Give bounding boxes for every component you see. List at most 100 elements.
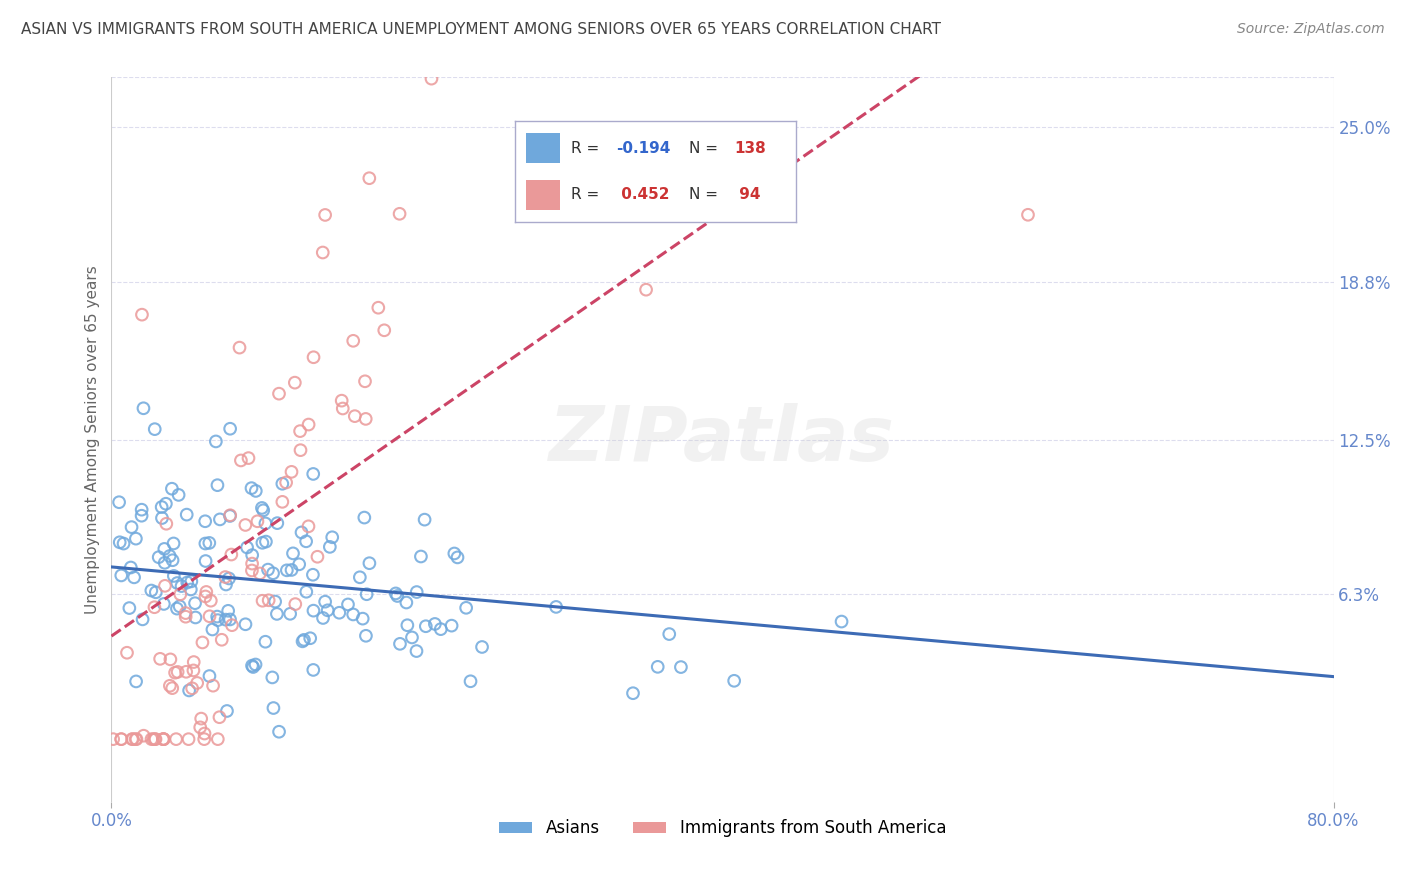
Point: [211, 632, 233, 647]
Point: [276, 563, 298, 577]
Point: [165, 732, 187, 747]
Point: [429, 622, 451, 636]
Point: [297, 519, 319, 533]
Point: [271, 495, 294, 509]
Point: [245, 483, 267, 498]
Point: [184, 610, 207, 624]
Point: [169, 599, 191, 614]
Point: [205, 434, 228, 449]
Point: [647, 660, 669, 674]
Point: [354, 374, 377, 388]
Point: [284, 597, 307, 611]
Text: Source: ZipAtlas.com: Source: ZipAtlas.com: [1237, 22, 1385, 37]
Point: [546, 599, 568, 614]
Point: [131, 502, 153, 516]
Point: [162, 536, 184, 550]
Point: [240, 658, 263, 673]
Point: [214, 570, 236, 584]
Point: [208, 710, 231, 724]
Point: [291, 634, 314, 648]
Point: [280, 465, 302, 479]
Point: [122, 570, 145, 584]
Point: [195, 585, 218, 599]
Point: [353, 510, 375, 524]
Point: [155, 497, 177, 511]
Point: [124, 732, 146, 747]
Point: [221, 618, 243, 632]
Point: [160, 482, 183, 496]
Point: [297, 417, 319, 432]
Point: [252, 536, 274, 550]
Point: [250, 500, 273, 515]
Point: [299, 632, 322, 646]
Point: [295, 534, 318, 549]
Point: [159, 549, 181, 563]
Point: [170, 579, 193, 593]
Point: [388, 637, 411, 651]
Point: [149, 652, 172, 666]
Point: [205, 609, 228, 624]
Point: [198, 669, 221, 683]
Point: [288, 424, 311, 438]
Point: [316, 603, 339, 617]
Point: [207, 732, 229, 747]
Point: [395, 595, 418, 609]
Point: [132, 729, 155, 743]
Point: [332, 401, 354, 416]
Point: [145, 585, 167, 599]
Point: [471, 640, 494, 654]
Point: [280, 563, 302, 577]
Point: [163, 569, 186, 583]
Point: [174, 606, 197, 620]
Point: [307, 549, 329, 564]
Point: [288, 558, 311, 572]
Point: [401, 631, 423, 645]
Point: [367, 301, 389, 315]
Point: [266, 516, 288, 530]
Point: [166, 576, 188, 591]
Point: [145, 732, 167, 747]
Point: [252, 503, 274, 517]
Point: [159, 679, 181, 693]
Point: [215, 577, 238, 591]
Point: [194, 590, 217, 604]
Point: [284, 376, 307, 390]
Point: [167, 488, 190, 502]
Point: [121, 520, 143, 534]
Point: [125, 674, 148, 689]
Point: [165, 665, 187, 680]
Point: [254, 634, 277, 648]
Point: [831, 615, 853, 629]
Point: [155, 516, 177, 531]
Point: [343, 409, 366, 424]
Point: [240, 481, 263, 495]
Point: [281, 546, 304, 560]
Point: [240, 557, 263, 571]
Point: [229, 453, 252, 467]
Point: [112, 536, 135, 550]
Point: [302, 467, 325, 481]
Point: [394, 45, 416, 60]
Point: [267, 386, 290, 401]
Point: [342, 334, 364, 348]
Point: [290, 525, 312, 540]
Point: [194, 514, 217, 528]
Point: [354, 412, 377, 426]
Point: [271, 476, 294, 491]
Text: ZIPatlas: ZIPatlas: [550, 402, 896, 476]
Point: [108, 535, 131, 549]
Point: [276, 475, 298, 490]
Point: [262, 566, 284, 581]
Point: [150, 511, 173, 525]
Point: [405, 585, 427, 599]
Point: [150, 500, 173, 514]
Point: [152, 732, 174, 747]
Point: [143, 422, 166, 436]
Point: [166, 601, 188, 615]
Point: [252, 593, 274, 607]
Point: [235, 617, 257, 632]
Point: [443, 546, 465, 560]
Point: [188, 720, 211, 734]
Point: [176, 508, 198, 522]
Point: [312, 611, 335, 625]
